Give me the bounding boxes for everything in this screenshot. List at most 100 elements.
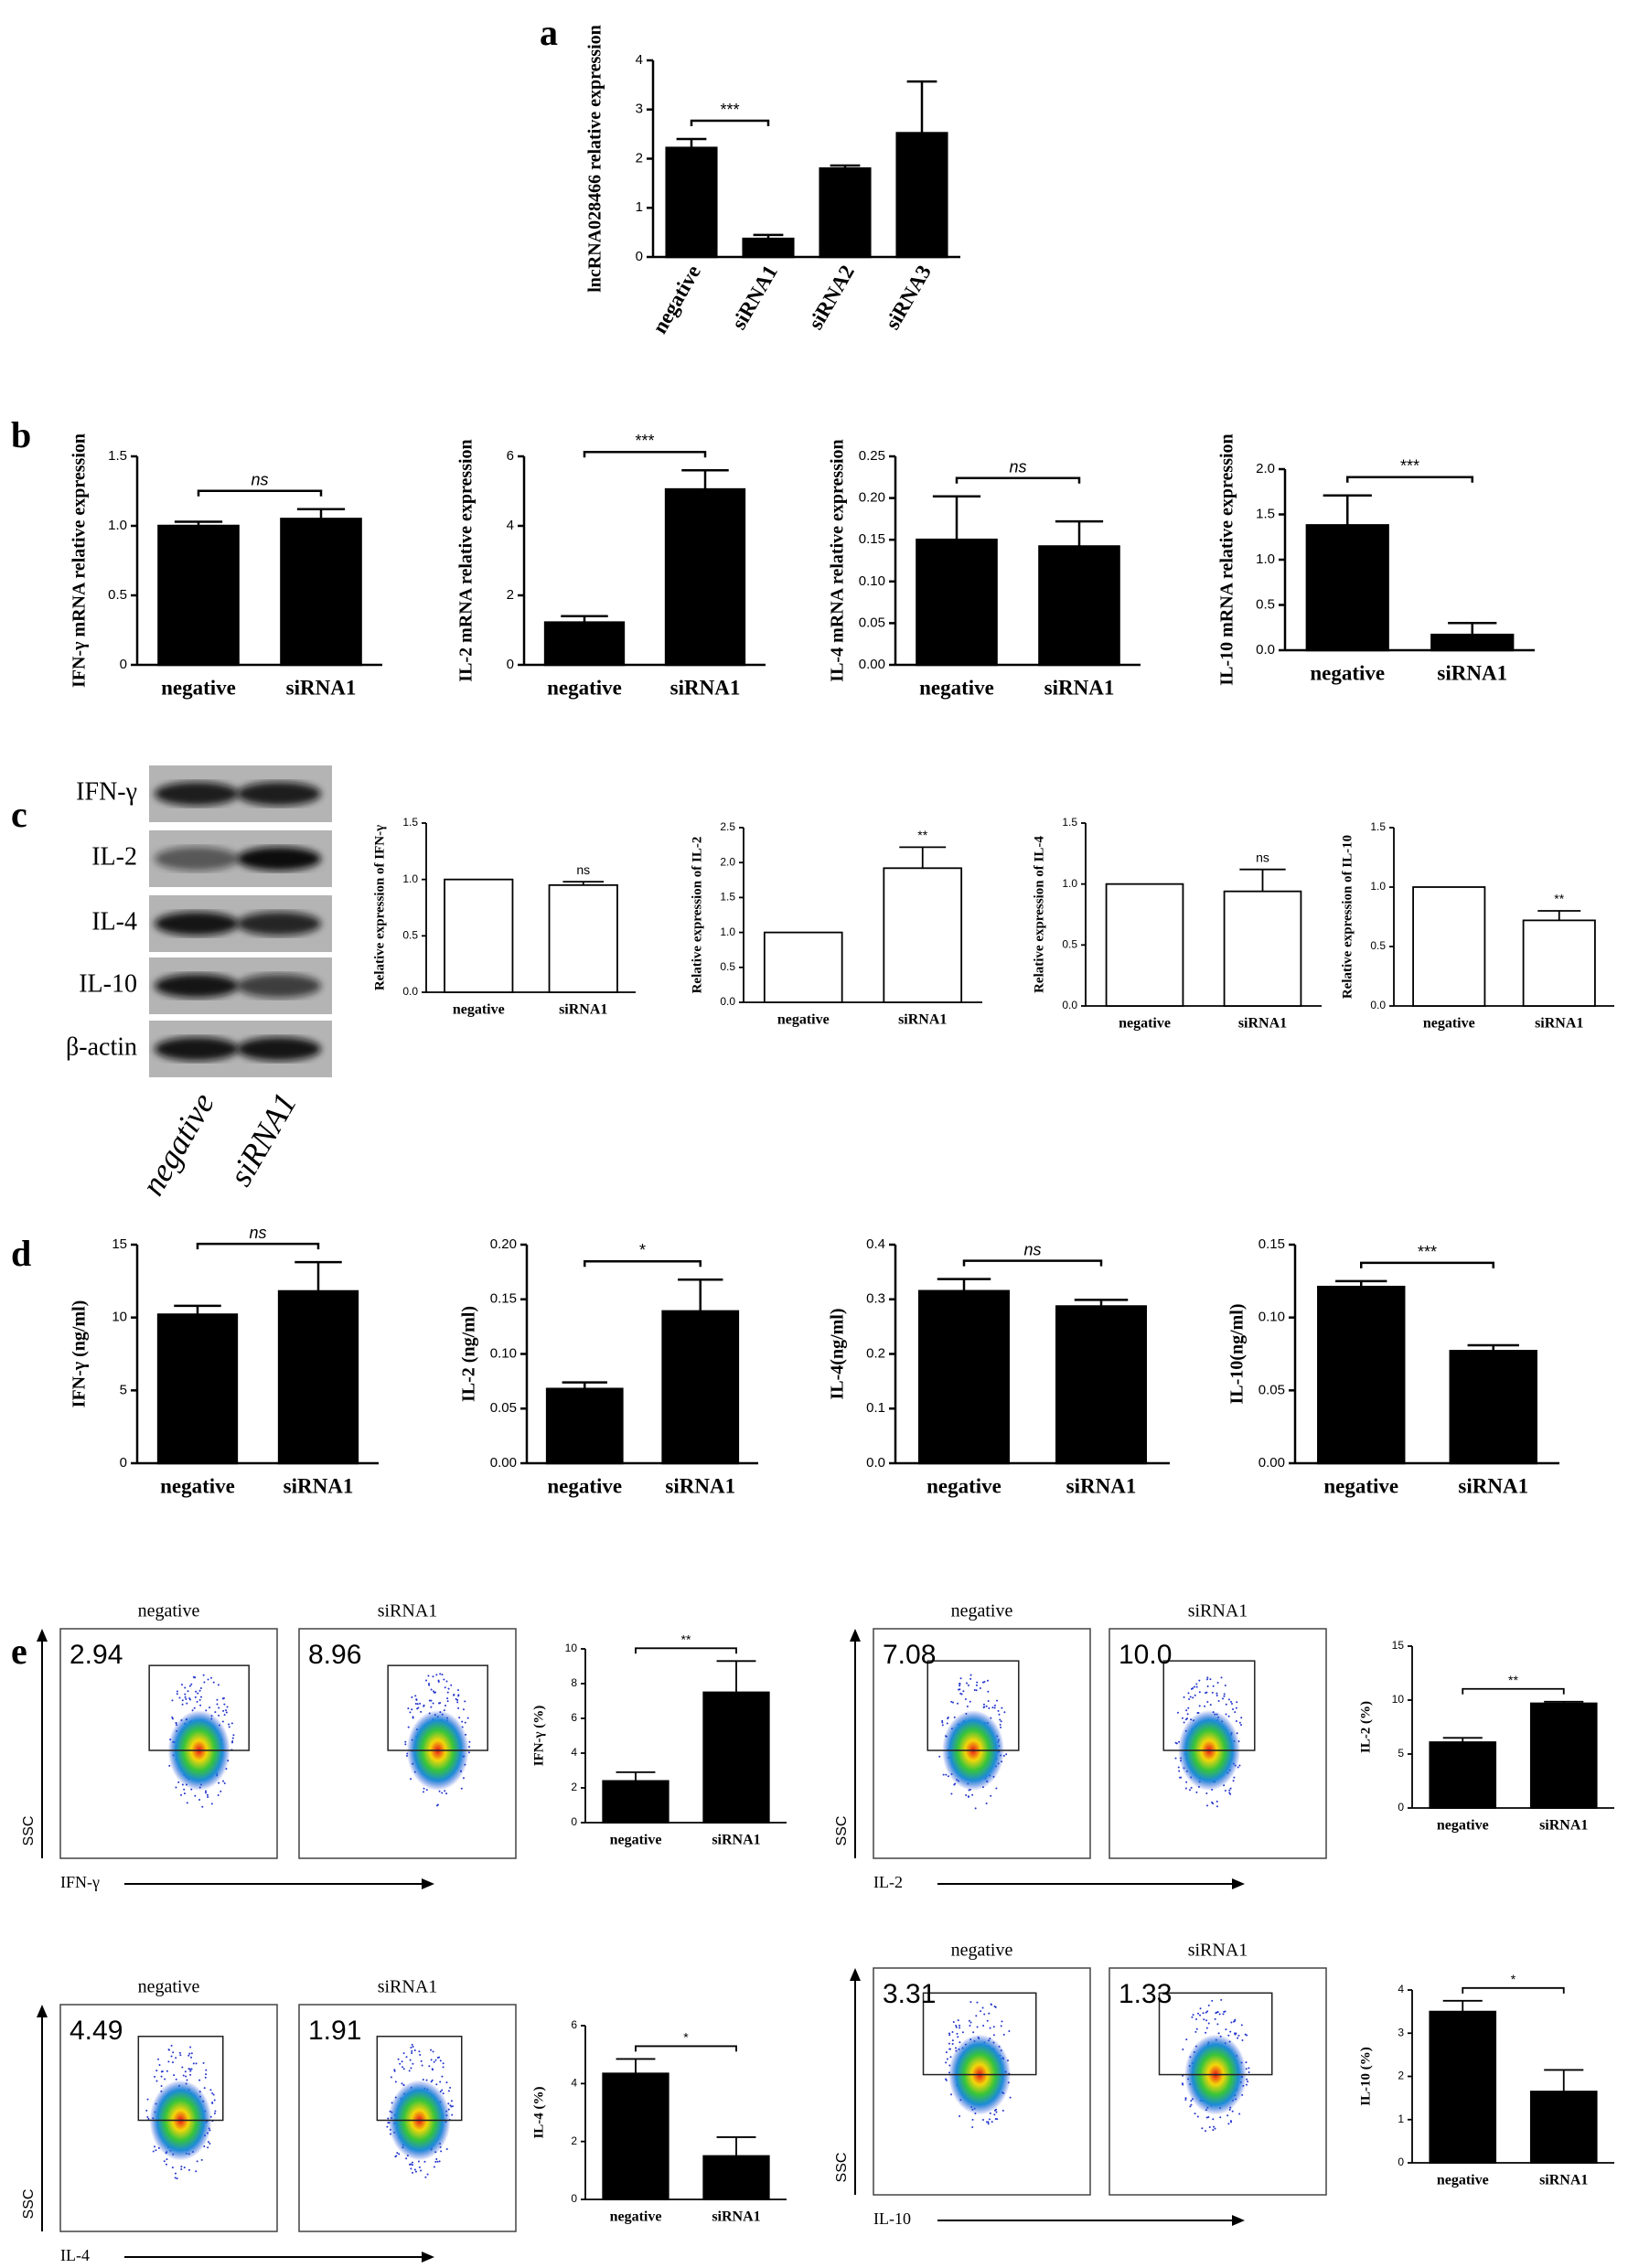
flow-event [1214,2127,1216,2130]
flow-event [1196,2115,1199,2118]
flow-event [154,2145,156,2148]
flow-event [198,2079,201,2081]
flow-y-label: SSC [21,1816,37,1846]
y-axis-label: IL-4(ng/ml) [828,1309,848,1400]
flow-event [411,1696,413,1698]
flow-event [431,2079,434,2081]
flow-event [147,2118,150,2121]
flow-event [200,2158,203,2161]
flow-column-title: negative [951,1601,1013,1621]
blot-band [155,847,239,871]
flow-event [1205,2031,1207,2034]
flow-event [989,2112,991,2114]
flow-event [1228,1789,1231,1792]
y-tick-label: 1.0 [1256,551,1275,567]
flow-event [170,2044,173,2047]
flow-event [434,2059,437,2061]
flow-event [428,1684,431,1686]
flow-event [188,1698,191,1701]
y-tick-label: 1.5 [1256,506,1275,521]
flow-event [1225,2028,1227,2031]
y-tick-label: 2 [571,2134,577,2147]
flow-event [1205,2011,1207,2014]
y-tick-label: 0 [507,657,514,672]
flow-event [456,1701,459,1704]
flow-event [411,1708,413,1711]
band-label: β-actin [66,1032,137,1061]
flow-event [447,1687,450,1690]
flow-event [457,1706,460,1709]
flow-event [1182,2049,1184,2051]
bar [918,1289,1010,1465]
flow-event [171,1699,174,1702]
flow-event [987,2121,990,2124]
flow-event [176,1690,178,1693]
flow-event [468,1740,471,1743]
flow-event [460,1787,463,1790]
flow-event [1227,1698,1230,1701]
flow-event [1217,2032,1220,2035]
flow-event [1222,1697,1225,1700]
flow-event [951,2042,954,2045]
flow-event [431,2068,434,2070]
flow-event [1203,2018,1205,2021]
flow-event [947,1717,949,1719]
significance-label: *** [1418,1243,1437,1261]
y-tick-label: 0 [1398,2156,1404,2168]
flow-event [171,2166,174,2169]
flow-event [986,2019,989,2022]
flow-event [1177,1766,1180,1769]
flow-event [211,2091,214,2094]
flow-event [437,1679,440,1682]
flow-event [152,2150,155,2153]
flow-event [1223,2010,1226,2013]
flow-event [428,1682,431,1685]
y-tick-label: 0 [571,1815,577,1828]
x-tick-label: siRNA1 [712,2209,760,2225]
flow-event [419,1702,422,1705]
significance-label: ** [917,828,927,842]
flow-event [1211,1801,1214,1803]
blot-band [155,912,239,936]
flow-event [158,2064,161,2067]
y-tick-label: 0.0 [866,1455,885,1471]
flow-gate [1162,1660,1256,1751]
flow-event [168,1764,171,1767]
flow-event [175,2078,177,2081]
flow-x-label: IFN-γ [60,1873,100,1891]
flow-event [193,1706,196,1709]
flow-event [432,1675,434,1678]
flow-event [434,2160,437,2163]
blot-band [237,912,321,936]
flow-event [217,1794,220,1797]
y-tick-label: 3 [1398,2026,1404,2038]
bar [602,2072,669,2200]
flow-event [410,2067,412,2070]
flow-event [992,2026,995,2028]
flow-event [420,2059,423,2062]
flow-event [398,2153,401,2156]
flow-event [974,1807,977,1810]
flow-event [1209,1678,1212,1681]
significance-label: ns [251,471,268,489]
flow-event [983,1706,986,1708]
flow-event [1216,1805,1218,1808]
flow-column-title: negative [138,1601,200,1621]
y-tick-label: 6 [571,1711,577,1724]
flow-event [993,2113,996,2116]
flow-event [439,2059,442,2062]
y-tick-label: 1.5 [1370,820,1386,833]
flow-event [1190,2103,1193,2106]
y-arrow-head [37,1629,48,1642]
flow-event [232,1734,235,1737]
y-tick-label: 10 [565,1642,578,1654]
flow-event [222,1780,225,1782]
flow-event [1240,1717,1243,1719]
bar [1412,886,1486,1007]
flow-event [422,2078,424,2081]
y-tick-label: 0.4 [866,1236,885,1252]
flow-event [204,2076,207,2079]
y-arrow-head [37,2005,48,2017]
flow-event [966,1682,969,1685]
flow-event [414,2170,417,2173]
